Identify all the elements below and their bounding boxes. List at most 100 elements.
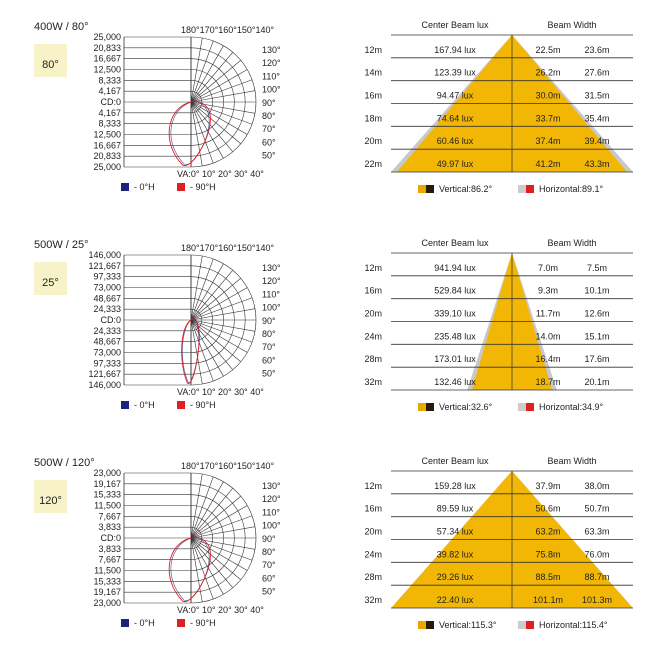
beam-lux: 132.46 lux [434, 377, 476, 387]
beam-lux: 89.59 lux [437, 504, 474, 514]
beam-width-vertical: 18.7m [535, 377, 560, 387]
beam-width-horizontal: 20.1m [584, 377, 609, 387]
polar-ring [190, 69, 224, 135]
beam-lux: 941.94 lux [434, 263, 476, 273]
beam-lux: 339.10 lux [434, 309, 476, 319]
polar-ring [190, 80, 213, 124]
beam-lux: 235.48 lux [434, 331, 476, 341]
polar-r-tick: 20,833 [93, 43, 121, 53]
legend-swatch-vertical [418, 185, 426, 193]
polar-right-angle: 120° [262, 276, 281, 286]
polar-r-tick: CD:0 [100, 533, 121, 543]
beam-width-horizontal: 50.7m [584, 504, 609, 514]
legend-swatch-horizontal-gray [518, 621, 526, 629]
polar-r-tick: 11,500 [94, 501, 121, 511]
polar-r-tick: 8,333 [98, 119, 121, 129]
beam-distance: 16m [364, 286, 382, 296]
beam-width-horizontal: 12.6m [584, 309, 609, 319]
beam-distance: 12m [364, 45, 382, 55]
beam-lux: 39.82 lux [437, 549, 474, 559]
polar-ring [190, 505, 224, 571]
beam-chart: Center Beam lux Beam Width 12m 167.94 lux 22… [364, 20, 633, 194]
polar-right-angle: 90° [262, 98, 276, 108]
legend-swatch-90h [177, 183, 185, 191]
polar-right-angle: 130° [262, 481, 281, 491]
legend-horizontal: Horizontal:34.9° [539, 402, 604, 412]
beam-col-width: Beam Width [547, 238, 596, 248]
beam-lux: 94.47 lux [437, 91, 474, 101]
beam-distance: 28m [364, 572, 382, 582]
polar-right-angle: 60° [262, 137, 276, 147]
legend-swatch-vertical-dark [426, 403, 434, 411]
polar-r-tick: CD:0 [100, 97, 121, 107]
polar-r-tick: 73,000 [93, 283, 121, 293]
beam-width-vertical: 63.2m [535, 527, 560, 537]
beam-distance: 24m [364, 331, 382, 341]
beam-width-horizontal: 43.3m [584, 159, 609, 169]
polar-right-angle: 130° [262, 45, 281, 55]
panel-3: 500W / 120° 120° 23,000 19,167 15,333 11,500 7… [0, 436, 660, 654]
legend-swatch-vertical [418, 621, 426, 629]
legend-label-90h: - 90°H [190, 618, 216, 628]
beam-lux: 123.39 lux [434, 68, 476, 78]
polar-right-angle: 100° [262, 85, 281, 95]
legend-swatch-vertical-dark [426, 185, 434, 193]
polar-r-tick: CD:0 [100, 315, 121, 325]
beam-distance: 16m [364, 504, 382, 514]
legend-swatch-90h [177, 401, 185, 409]
polar-ring [190, 526, 202, 550]
polar-right-angle: 70° [262, 124, 276, 134]
legend-swatch-0h [121, 619, 129, 627]
beam-chart: Center Beam lux Beam Width 12m 159.28 lux 37… [364, 456, 633, 630]
polar-right-angle: 90° [262, 316, 276, 326]
beam-width-horizontal: 63.3m [584, 527, 609, 537]
beam-width-vertical: 16.4m [535, 354, 560, 364]
polar-r-tick: 48,667 [93, 337, 121, 347]
beam-width-vertical: 9.3m [538, 286, 558, 296]
legend-label-0h: - 0°H [134, 400, 155, 410]
polar-bottom-angles: VA:0° 10° 20° 30° 40° [177, 605, 264, 615]
polar-r-tick: 24,333 [93, 304, 121, 314]
polar-r-tick: 23,000 [93, 468, 121, 478]
polar-right-angle: 110° [262, 507, 280, 517]
polar-r-tick: 8,333 [98, 75, 121, 85]
beam-width-horizontal: 35.4m [584, 113, 609, 123]
polar-r-tick: 15,333 [93, 576, 121, 586]
legend-swatch-0h [121, 401, 129, 409]
panel-2: 500W / 25° 25° 146,000 121,667 97,333 73,000 4… [0, 218, 660, 436]
legend-label-0h: - 0°H [134, 182, 155, 192]
polar-right-angle: 110° [262, 71, 280, 81]
beam-distance: 32m [364, 595, 382, 605]
beam-lux: 29.26 lux [437, 572, 474, 582]
polar-r-tick: 25,000 [93, 32, 121, 42]
beam-width-vertical: 37.4m [535, 136, 560, 146]
polar-r-tick: 15,333 [93, 490, 121, 500]
polar-right-angle: 70° [262, 342, 276, 352]
polar-chart: 500W / 120°120°23,00019,16715,33311,5007… [34, 457, 281, 628]
beam-width-vertical: 22.5m [535, 45, 560, 55]
beam-col-lux: Center Beam lux [421, 456, 489, 466]
polar-r-tick: 24,333 [93, 326, 121, 336]
polar-ring [190, 36, 257, 168]
polar-r-tick: 12,500 [93, 130, 121, 140]
polar-curve-90h [168, 100, 211, 166]
polar-ring [190, 308, 202, 332]
beam-width-vertical: 26.2m [535, 68, 560, 78]
polar-r-tick: 7,667 [98, 511, 121, 521]
beam-badge [34, 480, 67, 513]
beam-badge [34, 44, 67, 77]
legend-swatch-horizontal-gray [518, 403, 526, 411]
polar-r-tick: 16,667 [93, 140, 121, 150]
polar-r-tick: 16,667 [93, 54, 121, 64]
beam-col-width: Beam Width [547, 456, 596, 466]
polar-r-tick: 7,667 [98, 555, 121, 565]
legend-swatch-horizontal-gray [518, 185, 526, 193]
legend-label-90h: - 90°H [190, 400, 216, 410]
beam-width-horizontal: 7.5m [587, 263, 607, 273]
polar-right-angle: 120° [262, 58, 281, 68]
beam-width-vertical: 50.6m [535, 504, 560, 514]
beam-badge-label: 25° [42, 277, 59, 289]
polar-r-tick: 20,833 [93, 151, 121, 161]
polar-ring [190, 287, 224, 353]
beam-lux: 49.97 lux [437, 159, 474, 169]
